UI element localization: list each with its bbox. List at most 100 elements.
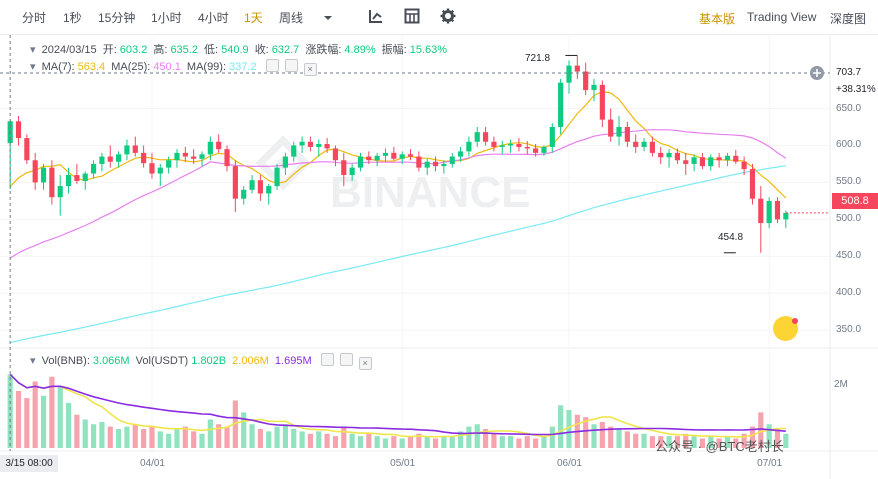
interval-1h[interactable]: 1小时 (151, 11, 182, 25)
candle-body (316, 143, 322, 147)
candle-body (15, 121, 22, 139)
candle-body (758, 198, 764, 224)
toolbar: 分时 1秒 15分钟 1小时 4小时 1天 周线 基本版 Trading Vie… (0, 0, 878, 34)
volume-bar (599, 421, 605, 448)
ma-collapse-chevron-icon[interactable]: ▾ (30, 61, 36, 73)
candle-body (116, 154, 122, 162)
interval-15m[interactable]: 15分钟 (98, 11, 136, 25)
volume-bar (49, 376, 55, 448)
price-tick-label: 400.0 (836, 287, 862, 299)
volume-bar (391, 436, 397, 448)
volume-bar (724, 436, 731, 448)
interval-1s[interactable]: 1秒 (63, 11, 82, 25)
candle-body (583, 71, 589, 91)
vol-settings-icon[interactable] (339, 353, 353, 366)
volume-bar (633, 433, 639, 448)
price-tick-label: 350.0 (836, 324, 862, 336)
candle-body (499, 145, 505, 147)
interval-4h[interactable]: 4小时 (198, 11, 229, 25)
candle-body (457, 151, 464, 157)
settings-gear-icon[interactable] (440, 8, 456, 24)
volume-bar (65, 402, 72, 448)
candle-body (674, 152, 680, 161)
candle-body (224, 149, 230, 167)
close-label: 收: (254, 44, 269, 56)
vol-visibility-eye-icon[interactable] (320, 353, 334, 366)
candle-body (724, 155, 731, 161)
volume-bar (191, 431, 197, 448)
candle-body (482, 132, 489, 142)
change-value: 4.89% (344, 44, 376, 56)
interval-timeline[interactable]: 分时 (22, 11, 47, 25)
candle-body (749, 169, 756, 199)
price-tick-label: 650.0 (836, 102, 862, 114)
volume-bar (558, 405, 564, 448)
interval-weekly[interactable]: 周线 (279, 11, 304, 25)
price-tick-label: 550.0 (836, 176, 862, 188)
vol-collapse-chevron-icon[interactable]: ▾ (30, 355, 36, 367)
candle-body (90, 163, 97, 174)
candle-body (124, 145, 130, 155)
volume-bar (132, 424, 138, 448)
volume-bar (758, 412, 764, 448)
candle-body (149, 163, 155, 174)
candle-body (766, 200, 772, 224)
view-basic[interactable]: 基本版 (699, 12, 736, 26)
drawing-tools-icon[interactable] (368, 8, 384, 24)
ma99-value: 337.2 (229, 61, 257, 73)
candle-body (658, 152, 664, 158)
high-label: 高: (153, 44, 168, 56)
current-price-tag: 508.8 (832, 193, 878, 209)
candle-body (541, 146, 547, 153)
ma7-line (9, 90, 787, 199)
candle-body (524, 146, 530, 149)
ma25-value: 450.1 (153, 61, 181, 73)
ma-settings-icon[interactable] (284, 59, 298, 72)
low-annotation: 454.8 (718, 232, 744, 243)
time-tick-label: 06/01 (556, 458, 582, 469)
volume-bar (266, 431, 272, 448)
volume-bar (224, 426, 230, 448)
vol-usdt-label: Vol(USDT) (135, 355, 189, 367)
view-tradingview[interactable]: Trading View (747, 10, 817, 24)
volume-bar (616, 429, 622, 448)
volume-bar (683, 433, 689, 448)
vol-bnb-label: Vol(BNB): (41, 355, 90, 367)
volume-bar (591, 424, 597, 448)
candle-body (399, 154, 405, 159)
interval-1d[interactable]: 1天 (244, 11, 263, 25)
ma7-label: MA(7): (41, 61, 75, 73)
indicators-grid-icon[interactable] (404, 8, 420, 24)
candle-body (282, 156, 288, 168)
candle-body (574, 65, 580, 72)
ma25-line (9, 129, 787, 259)
ma-visibility-eye-icon[interactable] (265, 59, 279, 72)
ohlc-legend: ▾ 2024/03/15 开: 603.2 高: 635.2 低: 540.9 收: 6… (30, 41, 450, 57)
ma-close-icon[interactable]: × (303, 63, 317, 76)
volume-bar (257, 429, 263, 448)
candle-body (649, 141, 655, 153)
volume-bar (207, 419, 213, 448)
volume-bar (274, 426, 280, 448)
candle-body (783, 212, 789, 220)
binance-watermark: BINANCE (255, 135, 530, 217)
candle-body (774, 200, 781, 220)
volume-bar (141, 429, 147, 448)
candle-body (407, 154, 414, 157)
ma7-value: 563.4 (77, 61, 106, 73)
volume-bar (491, 433, 497, 448)
candle-body (508, 143, 514, 146)
volume-bar (783, 433, 789, 448)
volume-bar (533, 438, 539, 448)
collapse-chevron-icon[interactable]: ▾ (30, 44, 36, 56)
candle-body (232, 166, 238, 199)
vol-usdt-value: 1.802B (191, 355, 227, 367)
vol-close-icon[interactable]: × (358, 357, 372, 370)
more-intervals-chevron-icon[interactable] (320, 10, 336, 26)
candle-body (624, 126, 630, 142)
amplitude-label: 振幅: (381, 44, 407, 56)
view-depth[interactable]: 深度图 (830, 12, 867, 26)
volume-bar (749, 426, 756, 448)
candle-body (416, 156, 422, 168)
